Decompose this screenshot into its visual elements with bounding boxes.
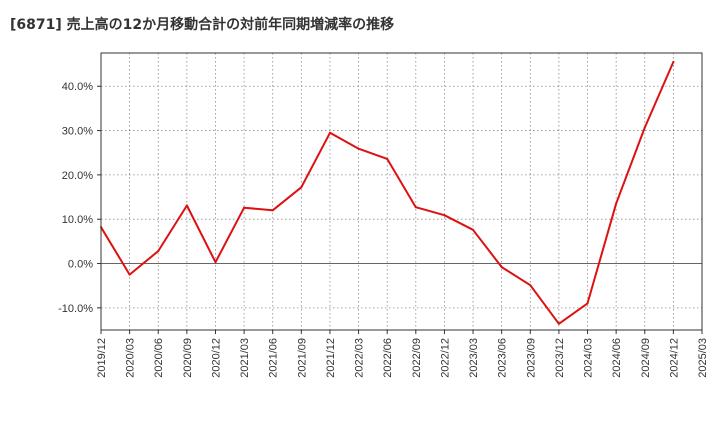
y-axis-tick-labels: -10.0% 0.0% 10.0% 20.0% 30.0% 40.0%: [58, 81, 101, 315]
x-tick-label: 2024/03: [583, 338, 595, 378]
x-tick-label: 2023/03: [468, 338, 480, 378]
x-tick-label: 2022/12: [439, 338, 451, 378]
grid: [101, 53, 702, 330]
x-tick-label: 2020/06: [153, 338, 165, 378]
x-tick-label: 2023/09: [525, 338, 537, 378]
x-tick-label: 2024/09: [640, 338, 652, 378]
x-tick-label: 2022/03: [354, 338, 366, 378]
x-tick-label: 2021/12: [325, 338, 337, 378]
data-point: [386, 157, 389, 160]
data-point: [300, 186, 303, 189]
y-tick-label: 0.0%: [68, 259, 93, 271]
data-point: [472, 228, 475, 231]
x-tick-label: 2024/06: [611, 338, 623, 378]
x-tick-label: 2020/12: [210, 338, 222, 378]
data-point: [243, 206, 246, 209]
data-point: [672, 60, 675, 63]
y-tick-label: 10.0%: [62, 214, 93, 226]
plot-frame: [100, 52, 703, 331]
x-tick-label: 2020/09: [182, 338, 194, 378]
x-tick-label: 2021/06: [268, 338, 280, 378]
data-point: [414, 206, 417, 209]
data-point: [271, 209, 274, 212]
x-tick-label: 2020/03: [125, 338, 137, 378]
data-point: [529, 284, 532, 287]
data-point: [500, 266, 503, 269]
x-tick-label: 2025/03: [697, 338, 709, 378]
x-tick-label: 2019/12: [96, 338, 108, 378]
chart-title: [6871] 売上高の12か月移動合計の対前年同期増減率の推移: [10, 17, 395, 33]
data-point: [185, 204, 188, 207]
y-tick-label: 20.0%: [62, 170, 93, 182]
x-tick-label: 2023/12: [554, 338, 566, 378]
x-axis-tick-labels: 2019/12 2020/03 2020/06 2020/09 2020/12 2021/…: [96, 330, 709, 378]
data-point: [328, 131, 331, 134]
y-tick-label: -10.0%: [58, 303, 93, 315]
data-point: [586, 302, 589, 305]
data-point: [157, 250, 160, 253]
data-point: [443, 214, 446, 217]
data-point: [557, 322, 560, 325]
data-point: [357, 147, 360, 150]
y-tick-label: 30.0%: [62, 126, 93, 138]
x-tick-label: 2022/06: [382, 338, 394, 378]
y-tick-label: 40.0%: [62, 81, 93, 93]
data-point: [615, 202, 618, 205]
data-point: [643, 126, 646, 129]
x-tick-label: 2021/03: [239, 338, 251, 378]
data-point: [128, 273, 131, 276]
x-tick-label: 2023/06: [497, 338, 509, 378]
x-tick-label: 2024/12: [668, 338, 680, 378]
x-tick-label: 2021/09: [296, 338, 308, 378]
x-tick-label: 2022/09: [411, 338, 423, 378]
data-point: [214, 261, 217, 264]
